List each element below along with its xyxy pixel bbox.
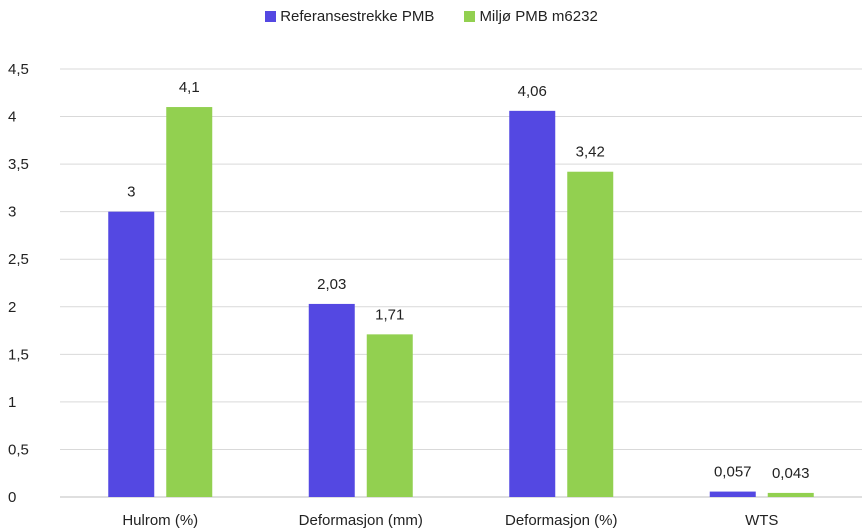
legend-label-series-2: Miljø PMB m6232 (479, 8, 598, 25)
y-tick-label: 1,5 (8, 346, 29, 363)
data-label: 3 (127, 184, 135, 201)
x-tick-label: WTS (745, 512, 778, 529)
x-tick-label: Hulrom (%) (122, 512, 198, 529)
legend-item-series-1: Referansestrekke PMB (265, 8, 434, 25)
legend-label-series-1: Referansestrekke PMB (280, 8, 435, 25)
chart-legend: Referansestrekke PMB Miljø PMB m6232 (0, 8, 863, 25)
x-tick-label: Deformasjon (mm) (299, 512, 423, 529)
data-label: 4,1 (179, 79, 200, 96)
bar (709, 491, 756, 497)
data-label: 0,057 (714, 464, 752, 481)
data-label: 2,03 (317, 276, 346, 293)
y-tick-label: 4 (8, 109, 16, 126)
legend-item-series-2: Miljø PMB m6232 (464, 8, 598, 25)
x-tick-label: Deformasjon (%) (505, 512, 618, 529)
data-label: 3,42 (576, 144, 605, 161)
bar (166, 107, 213, 498)
legend-swatch-series-2 (464, 11, 476, 22)
y-tick-label: 3,5 (8, 156, 29, 173)
data-label: 1,71 (375, 306, 404, 323)
y-tick-label: 0 (8, 489, 16, 506)
bar (567, 171, 614, 497)
y-tick-label: 4,5 (8, 61, 29, 78)
bar (108, 211, 155, 497)
y-tick-label: 1 (8, 394, 16, 411)
bar (509, 110, 556, 498)
data-label: 4,06 (518, 83, 547, 100)
y-tick-label: 2 (8, 299, 16, 316)
y-tick-label: 3 (8, 204, 16, 221)
data-label: 0,043 (772, 465, 810, 482)
bar (308, 303, 355, 497)
legend-swatch-series-1 (265, 11, 277, 22)
bar (366, 334, 413, 497)
y-tick-label: 0,5 (8, 441, 29, 458)
bar (767, 492, 814, 497)
y-tick-label: 2,5 (8, 251, 29, 268)
